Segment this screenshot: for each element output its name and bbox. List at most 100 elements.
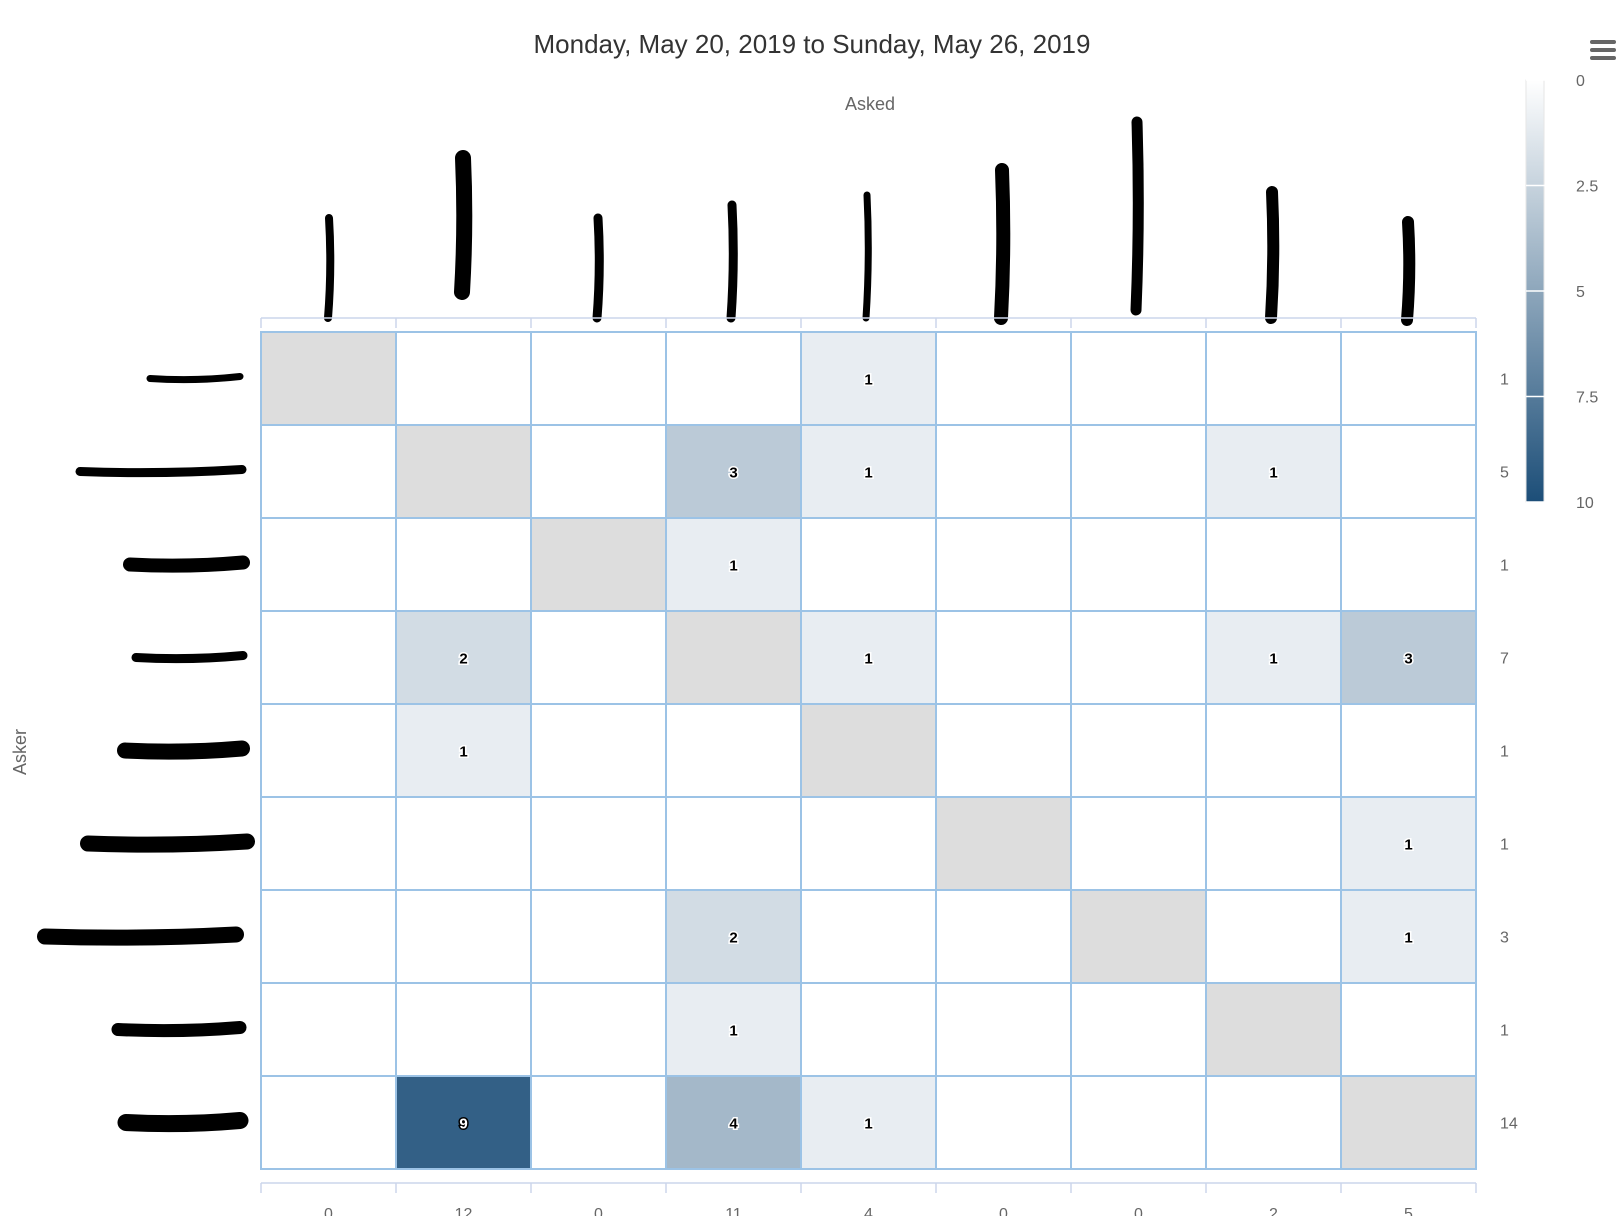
heatmap-cell-r1-c5 bbox=[935, 424, 1072, 519]
cell-value-label: 1 bbox=[729, 558, 737, 575]
column-total-label: 12 bbox=[455, 1206, 473, 1216]
row-total-label: 14 bbox=[1500, 1116, 1518, 1133]
cell-value-label: 1 bbox=[459, 744, 467, 761]
heatmap-cell-r6-c0 bbox=[260, 889, 397, 984]
cell-value-label: 3 bbox=[1404, 651, 1412, 668]
heatmap-cell-r8-c7 bbox=[1205, 1075, 1342, 1170]
heatmap-cell-r1-c7 bbox=[1205, 424, 1342, 519]
heatmap-cell-r4-c8 bbox=[1340, 703, 1477, 798]
heatmap-cell-r5-c7 bbox=[1205, 796, 1342, 891]
heatmap-cell-r7-c8 bbox=[1340, 982, 1477, 1077]
column-total-label: 11 bbox=[725, 1206, 742, 1216]
redaction-mark bbox=[80, 833, 255, 853]
heatmap-cell-r0-c0 bbox=[260, 331, 397, 426]
heatmap-cell-r7-c4 bbox=[800, 982, 937, 1077]
heatmap-cell-r6-c4 bbox=[800, 889, 937, 984]
heatmap-cell-r1-c8 bbox=[1340, 424, 1477, 519]
heatmap-cell-r4-c1 bbox=[395, 703, 532, 798]
row-total-label: 7 bbox=[1500, 651, 1509, 668]
redaction-mark bbox=[726, 200, 738, 323]
cell-value-label: 1 bbox=[1404, 930, 1412, 947]
heatmap-cell-r0-c4 bbox=[800, 331, 937, 426]
heatmap-cell-r4-c3 bbox=[665, 703, 802, 798]
heatmap-cell-r2-c0 bbox=[260, 517, 397, 612]
row-total-label: 3 bbox=[1500, 930, 1509, 947]
heatmap-cell-r3-c0 bbox=[260, 610, 397, 705]
heatmap-cell-r3-c8 bbox=[1340, 610, 1477, 705]
redaction-mark bbox=[123, 555, 250, 573]
heatmap-cell-r4-c4 bbox=[800, 703, 937, 798]
column-total-label: 0 bbox=[1134, 1206, 1143, 1216]
row-total-label: 1 bbox=[1500, 372, 1509, 389]
heatmap-cell-r8-c6 bbox=[1070, 1075, 1207, 1170]
heatmap-cell-labels: 1 3 1 1 1 2 1 1 3 1 1 2 1 1 9 4 1 bbox=[458, 370, 1414, 1134]
heatmap-cell-r0-c8 bbox=[1340, 331, 1477, 426]
hamburger-menu-icon[interactable] bbox=[1584, 36, 1616, 66]
heatmap-cell-r7-c1 bbox=[395, 982, 532, 1077]
row-total-label: 1 bbox=[1500, 744, 1509, 761]
cell-value-label: 1 bbox=[1404, 837, 1412, 854]
color-axis-tick-label: 5 bbox=[1576, 284, 1585, 301]
heatmap-cell-r1-c1 bbox=[395, 424, 532, 519]
cell-value-label: 1 bbox=[864, 1116, 872, 1133]
redaction-mark bbox=[131, 651, 248, 664]
heatmap-cell-r0-c1 bbox=[395, 331, 532, 426]
heatmap-cell-r4-c7 bbox=[1205, 703, 1342, 798]
chart-title: Monday, May 20, 2019 to Sunday, May 26, … bbox=[534, 29, 1091, 59]
heatmap-cell-r0-c7 bbox=[1205, 331, 1342, 426]
heatmap-cell-r2-c6 bbox=[1070, 517, 1207, 612]
heatmap-cell-r0-c6 bbox=[1070, 331, 1207, 426]
column-total-label: 4 bbox=[864, 1206, 873, 1216]
redaction-mark bbox=[994, 163, 1011, 325]
cell-value-label: 1 bbox=[729, 1023, 737, 1040]
heatmap-cell-r1-c6 bbox=[1070, 424, 1207, 519]
heatmap-cell-r0-c3 bbox=[665, 331, 802, 426]
heatmap-cell-r7-c5 bbox=[935, 982, 1072, 1077]
cell-value-label: 1 bbox=[1269, 651, 1277, 668]
heatmap-cell-r4-c6 bbox=[1070, 703, 1207, 798]
heatmap-cell-r8-c2 bbox=[530, 1075, 667, 1170]
heatmap-cell-r5-c1 bbox=[395, 796, 532, 891]
color-axis-legend: 0 2.5 5 7.5 10 bbox=[1525, 73, 1598, 512]
heatmap-cell-r2-c7 bbox=[1205, 517, 1342, 612]
heatmap-cell-r5-c3 bbox=[665, 796, 802, 891]
cell-value-label: 1 bbox=[864, 465, 872, 482]
redaction-mark bbox=[1130, 116, 1144, 316]
heatmap-cell-r5-c6 bbox=[1070, 796, 1207, 891]
column-total-labels: 0 12 0 11 4 0 0 2 5 bbox=[324, 1206, 1413, 1216]
heatmap-cell-r2-c5 bbox=[935, 517, 1072, 612]
heatmap-cell-r6-c1 bbox=[395, 889, 532, 984]
axis-lines bbox=[260, 317, 1477, 1193]
cell-value-label: 1 bbox=[864, 651, 872, 668]
row-total-labels: 1 5 1 7 1 1 3 1 14 bbox=[1500, 372, 1518, 1133]
heatmap-cell-r6-c2 bbox=[530, 889, 667, 984]
heatmap-cell-r6-c6 bbox=[1070, 889, 1207, 984]
column-total-label: 0 bbox=[594, 1206, 603, 1216]
redaction-mark bbox=[117, 740, 250, 760]
heatmap-cell-r5-c2 bbox=[530, 796, 667, 891]
redaction-mark bbox=[1265, 186, 1280, 324]
heatmap-cell-r1-c2 bbox=[530, 424, 667, 519]
heatmap-cell-r8-c0 bbox=[260, 1075, 397, 1170]
heatmap-cells bbox=[260, 331, 1477, 1170]
redaction-mark bbox=[37, 926, 244, 946]
heatmap-cell-r6-c7 bbox=[1205, 889, 1342, 984]
heatmap-cell-r5-c0 bbox=[260, 796, 397, 891]
redaction-mark bbox=[75, 465, 247, 478]
row-total-label: 5 bbox=[1500, 465, 1509, 482]
x-axis-title: Asked bbox=[845, 94, 895, 114]
heatmap-cell-r7-c0 bbox=[260, 982, 397, 1077]
heatmap-cell-r8-c5 bbox=[935, 1075, 1072, 1170]
redaction-mark bbox=[111, 1021, 247, 1038]
redaction-mark bbox=[117, 1112, 249, 1133]
heatmap-cell-r4-c2 bbox=[530, 703, 667, 798]
column-total-label: 5 bbox=[1404, 1206, 1413, 1216]
heatmap-cell-r1-c0 bbox=[260, 424, 397, 519]
cell-value-label: 9 bbox=[459, 1116, 467, 1133]
redaction-mark bbox=[146, 373, 244, 384]
column-total-label: 0 bbox=[324, 1206, 333, 1216]
cell-value-label: 3 bbox=[729, 465, 737, 482]
heatmap-cell-r0-c5 bbox=[935, 331, 1072, 426]
cell-value-label: 2 bbox=[729, 930, 737, 947]
